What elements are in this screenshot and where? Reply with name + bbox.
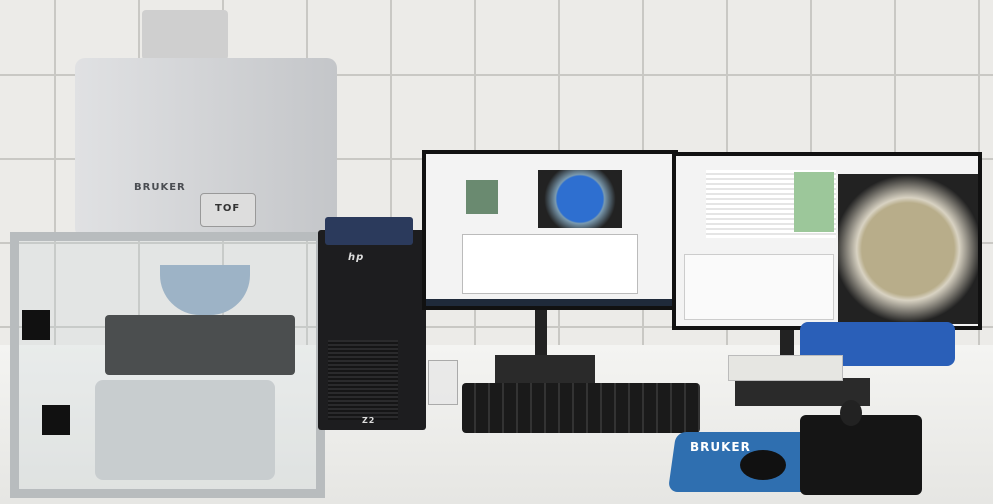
keyboard[interactable] [462,383,700,433]
monitor-left [422,150,678,310]
instrument-top-cylinder [142,10,228,60]
results-panel [684,254,834,320]
vent-grille [328,340,398,420]
hinge [22,310,50,340]
tof-label: TOF [215,203,241,214]
joystick-knob[interactable] [840,400,862,426]
instrument-base [95,380,275,480]
instrument: BRUKER TOF [10,10,340,500]
notebook [325,217,413,245]
beige-scan-image [838,174,978,324]
thumbnail [466,180,498,214]
stage [105,315,295,375]
model-label: Z2 [362,416,376,425]
monitor-left-base [495,355,595,383]
monitor-left-stand [535,305,547,365]
mouse[interactable] [740,450,786,480]
joystick-controller[interactable] [800,415,922,495]
glass-enclosure-frame [10,232,325,498]
tof-module [200,193,256,227]
monitor-right [672,152,982,330]
hinge [42,405,70,435]
taskbar [426,299,674,306]
hp-logo: hp [348,252,365,263]
green-table-columns [794,172,834,232]
blue-scan-image [538,170,622,228]
spectrum-panel [462,234,638,294]
mousepad-logo: BRUKER [690,440,751,454]
sample-boxes [728,355,843,381]
pc-tower: hp Z2 [318,230,426,430]
bruker-logo: BRUKER [134,182,186,193]
pen-cup [428,360,458,405]
